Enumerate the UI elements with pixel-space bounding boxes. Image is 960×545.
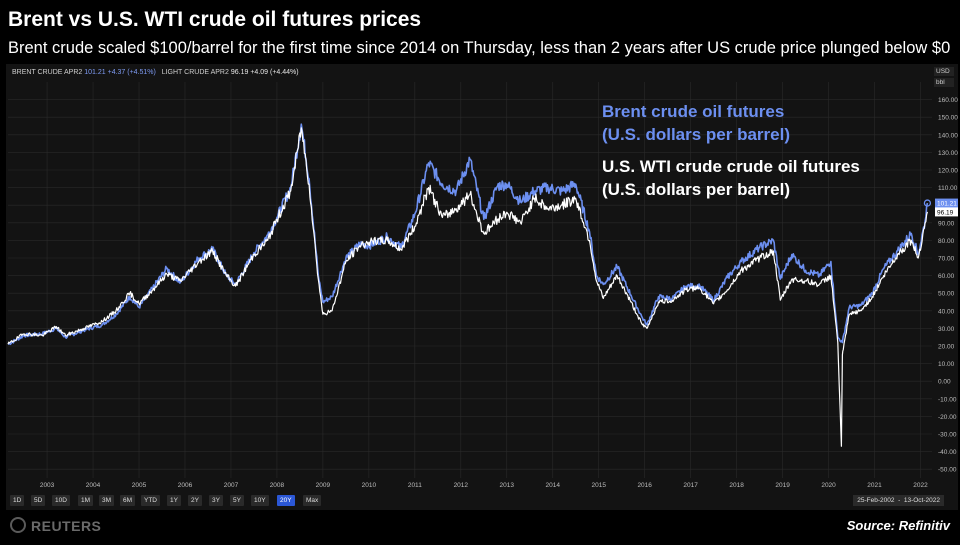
range-button-2y[interactable]: 2Y (188, 495, 202, 506)
y-tick-label: 0.00 (938, 379, 951, 386)
range-button-ytd[interactable]: YTD (141, 495, 160, 506)
y-tick-label: 10.00 (938, 361, 955, 368)
y-tick-label: 30.00 (938, 326, 955, 333)
wti-last-value-tag: 96.19 (937, 209, 954, 216)
brent-end-marker (923, 199, 932, 207)
chart-panel: -50.00 -40.00 -30.00 -20.00 -10.00 0.00 10.00 2… (6, 64, 958, 510)
y-tick-label: 40.00 (938, 308, 955, 315)
chart-title: Brent vs U.S. WTI crude oil futures pric… (8, 8, 422, 31)
chart-plot[interactable]: -50.00 -40.00 -30.00 -20.00 -10.00 0.00 10.00 2… (6, 64, 958, 492)
y-tick-label: 20.00 (938, 344, 955, 351)
x-tick-label: 2014 (546, 482, 561, 489)
x-tick-label: 2016 (637, 482, 652, 489)
x-tick-label: 2022 (913, 482, 928, 489)
brent-legend-name: BRENT CRUDE APR2 (12, 69, 83, 76)
source-note: Source: Refinitiv (846, 518, 950, 533)
x-tick-label: 2010 (362, 482, 377, 489)
x-tick-label: 2005 (132, 482, 147, 489)
range-button-3y[interactable]: 3Y (209, 495, 223, 506)
wti-series-line (7, 127, 928, 447)
range-button-10y[interactable]: 10Y (251, 495, 269, 506)
y-tick-label: -50.00 (938, 467, 957, 474)
y-tick-label: -40.00 (938, 449, 957, 456)
brent-annotation-line2: (U.S. dollars per barrel) (602, 125, 790, 144)
reuters-logo: REUTERS (10, 517, 102, 535)
range-button-5y[interactable]: 5Y (230, 495, 244, 506)
y-tick-label: 90.00 (938, 220, 955, 227)
volume-unit[interactable]: bbl (934, 78, 954, 87)
footer: REUTERS Source: Refinitiv (0, 510, 960, 545)
brent-annotation: Brent crude oil futures (U.S. dollars pe… (602, 100, 790, 146)
header: Brent vs U.S. WTI crude oil futures pric… (0, 0, 960, 64)
range-button-6m[interactable]: 6M (120, 495, 136, 506)
y-tick-label: 70.00 (938, 256, 955, 263)
brent-annotation-line1: Brent crude oil futures (602, 102, 785, 121)
range-toolbar: 1D 5D 10D 1M 3M 6M YTD 1Y 2Y 3Y 5Y 10Y 20Y Max 25-Feb… (6, 492, 958, 510)
x-tick-label: 2009 (316, 482, 331, 489)
wti-legend-name: LIGHT CRUDE APR2 (161, 69, 229, 76)
x-tick-label: 2021 (867, 482, 882, 489)
reuters-brand: REUTERS (31, 518, 102, 534)
x-tick-label: 2004 (86, 482, 101, 489)
instrument-legend: BRENT CRUDE APR2 101.21 +4.37 (+4.51%) L… (12, 69, 299, 76)
y-tick-label: 60.00 (938, 273, 955, 280)
y-tick-label: -30.00 (938, 432, 957, 439)
y-tick-label: -20.00 (938, 414, 957, 421)
wti-annotation-line2: (U.S. dollars per barrel) (602, 180, 790, 199)
brent-legend-change: +4.37 (+4.51%) (107, 69, 156, 76)
y-tick-label: 50.00 (938, 291, 955, 298)
x-tick-label: 2007 (224, 482, 239, 489)
range-button-max[interactable]: Max (303, 495, 322, 506)
y-tick-label: 150.00 (938, 115, 958, 122)
y-tick-label: 80.00 (938, 238, 955, 245)
date-range-separator: - (896, 497, 903, 504)
unit-selector[interactable]: USD bbl (934, 67, 954, 89)
y-tick-label: 160.00 (938, 97, 958, 104)
x-tick-label: 2020 (821, 482, 836, 489)
x-tick-label: 2013 (500, 482, 515, 489)
wti-legend-change: +4.09 (+4.44%) (250, 69, 299, 76)
x-tick-label: 2011 (408, 482, 422, 489)
x-tick-label: 2003 (40, 482, 55, 489)
wti-last-value-tag-bg (935, 207, 958, 217)
y-tick-label: 130.00 (938, 150, 958, 157)
currency-unit[interactable]: USD (934, 67, 954, 76)
x-tick-label: 2008 (270, 482, 285, 489)
y-tick-label: -10.00 (938, 396, 957, 403)
brent-last-value-tag: 101.21 (937, 201, 957, 208)
y-tick-label: 110.00 (938, 185, 958, 192)
brent-series-line (7, 123, 929, 346)
range-button-3m[interactable]: 3M (99, 495, 115, 506)
range-button-1y[interactable]: 1Y (167, 495, 181, 506)
wti-annotation-line1: U.S. WTI crude crude oil futures (602, 157, 860, 176)
wti-annotation: U.S. WTI crude crude oil futures (U.S. d… (602, 155, 860, 201)
range-button-20y[interactable]: 20Y (277, 495, 295, 506)
y-tick-label: 120.00 (938, 168, 958, 175)
reuters-icon (10, 517, 26, 534)
date-range-start: 25-Feb-2002 (857, 497, 895, 504)
wti-legend-value: 96.19 (230, 69, 249, 76)
range-button-5d[interactable]: 5D (31, 495, 46, 506)
date-range-end: 13-Oct-2022 (903, 497, 940, 504)
x-tick-label: 2015 (591, 482, 606, 489)
range-button-10d[interactable]: 10D (52, 495, 70, 506)
x-tick-label: 2019 (775, 482, 790, 489)
x-tick-label: 2018 (729, 482, 744, 489)
range-button-1m[interactable]: 1M (78, 495, 94, 506)
x-tick-label: 2017 (683, 482, 698, 489)
brent-last-value-tag-bg (935, 198, 958, 208)
x-tick-label: 2006 (178, 482, 193, 489)
brent-legend-value: 101.21 (84, 69, 106, 76)
chart-subtitle: Brent crude scaled $100/barrel for the f… (8, 39, 951, 57)
y-tick-label: 140.00 (938, 132, 958, 139)
date-range-display[interactable]: 25-Feb-2002 - 13-Oct-2022 (853, 495, 944, 506)
x-tick-label: 2012 (454, 482, 469, 489)
range-button-1d[interactable]: 1D (10, 495, 25, 506)
